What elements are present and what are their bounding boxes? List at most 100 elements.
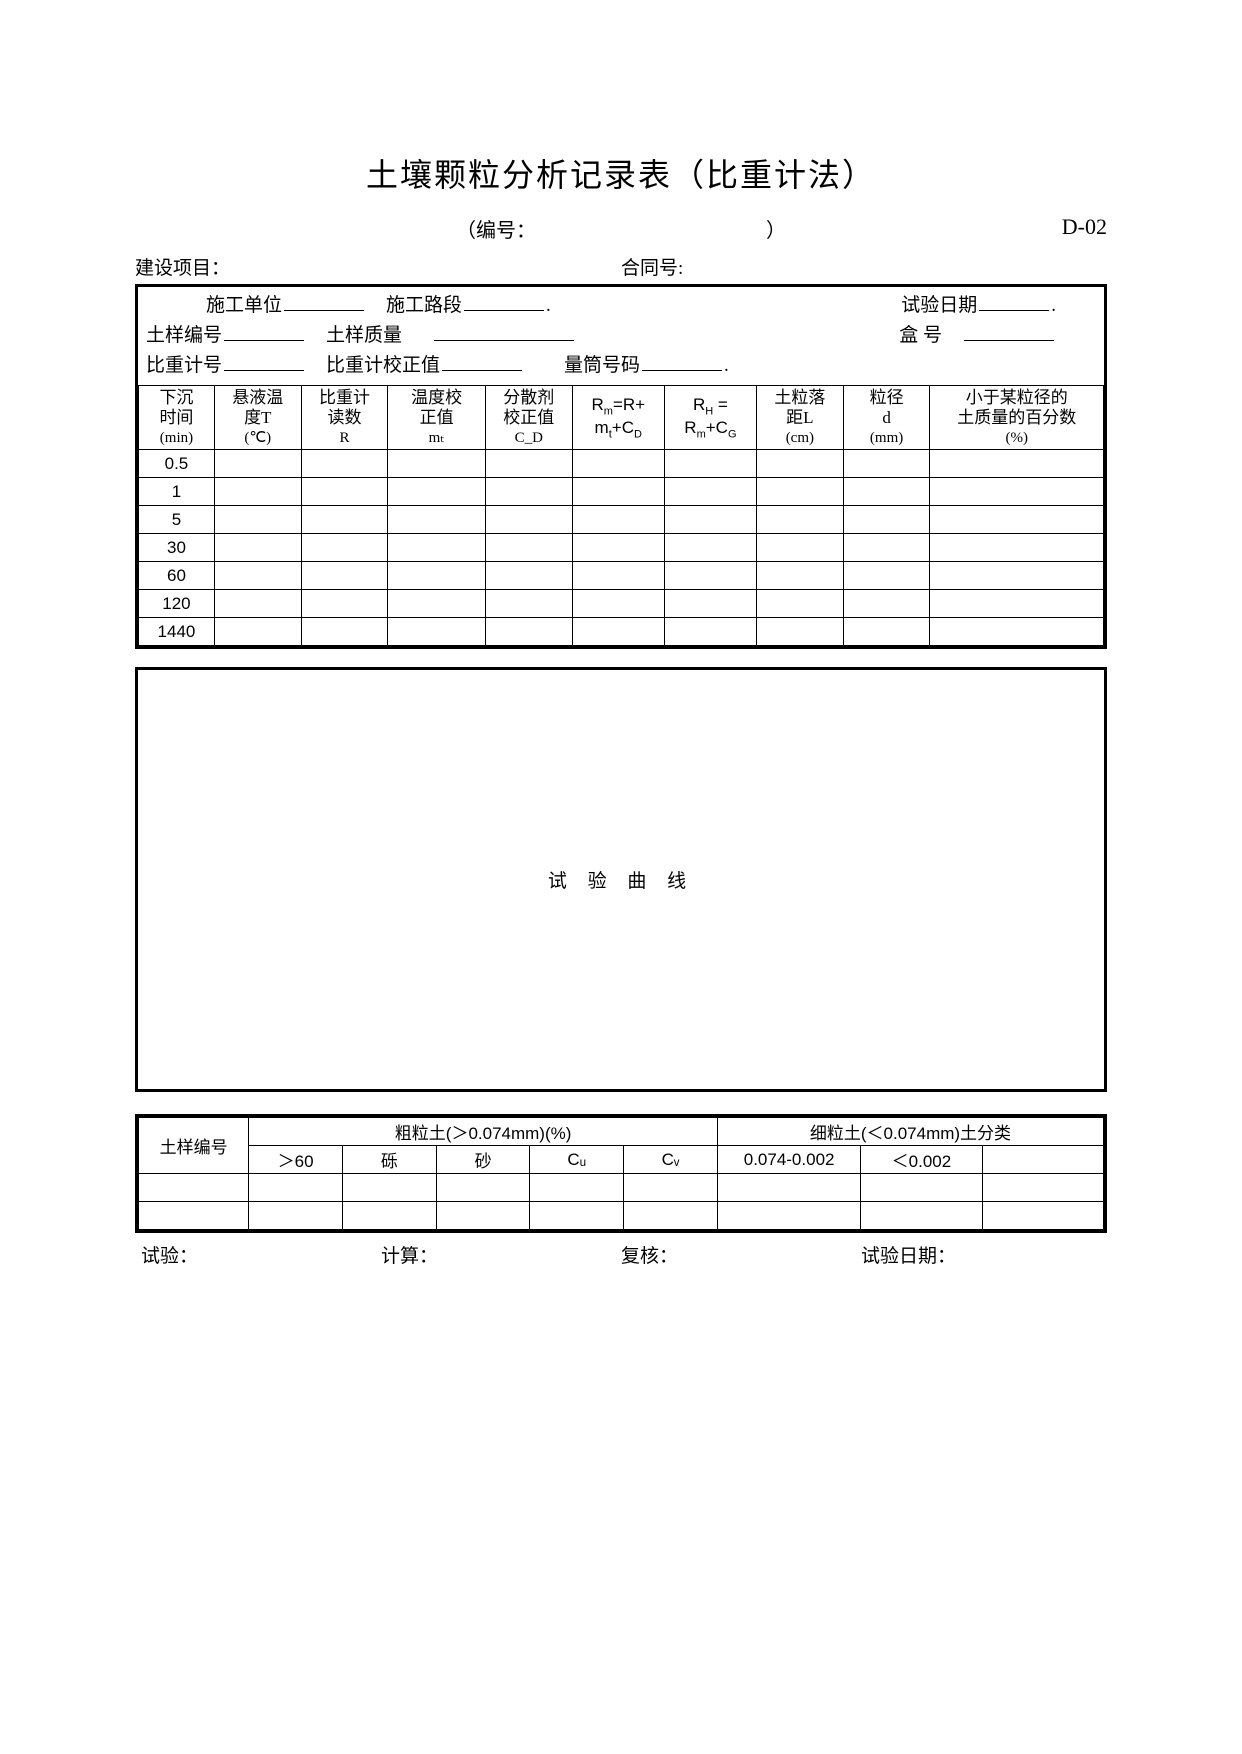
footer-c: 复核： [621,1241,861,1268]
table-cell [214,506,301,534]
table-cell [843,506,930,534]
table-cell [342,1174,436,1202]
page-title: 土壤颗粒分析记录表（比重计法） [135,150,1107,196]
table-cell [572,534,664,562]
table-cell: 0.5 [139,450,215,478]
table-cell [485,618,572,646]
table-row: 5 [139,506,1104,534]
data-th-3: 温度校正值mₜ [388,386,486,450]
data-th-5: Rm=R+mt+CD [572,386,664,450]
table-cell [756,618,843,646]
table-cell [388,618,486,646]
table-cell [214,478,301,506]
table-cell: 1440 [139,618,215,646]
table-cell [436,1174,530,1202]
data-th-8: 粒径d(mm) [843,386,930,450]
table-cell [388,450,486,478]
table-cell [301,590,388,618]
doc-code: D-02 [1062,214,1107,240]
contract-label: 合同号: [621,253,1107,280]
table-cell [572,506,664,534]
table-cell [982,1202,1103,1230]
main-box: 施工单位 施工路段 . 试验日期 . 土样编号 土样质量 盒 号 [135,284,1107,649]
table-cell [756,590,843,618]
meta-1a: 施工单位 [206,293,282,319]
table-cell [485,478,572,506]
table-cell [843,450,930,478]
table-cell [930,450,1104,478]
table-cell [214,562,301,590]
footer-b: 计算： [381,1241,621,1268]
inner-meta: 施工单位 施工路段 . 试验日期 . 土样编号 土样质量 盒 号 [138,287,1104,385]
table-cell [664,590,756,618]
table-cell: 1 [139,478,215,506]
table-cell [301,534,388,562]
table-cell [572,478,664,506]
table-cell [756,478,843,506]
table-cell: 120 [139,590,215,618]
meta-1b: 施工路段 [386,293,462,319]
table-row [139,1174,1104,1202]
data-th-1: 悬液温度T(℃) [214,386,301,450]
class-box: 土样编号 粗粒土(＞0.074mm)(%) 细粒土(＜0.074mm)土分类 ＞… [135,1114,1107,1233]
table-cell [843,562,930,590]
table-cell [756,450,843,478]
data-th-7: 土粒落距L(cm) [756,386,843,450]
meta-row-2: 土样编号 土样质量 盒 号 [146,323,1096,349]
curve-box: 试 验 曲 线 [135,667,1107,1092]
curve-label: 试 验 曲 线 [548,866,694,893]
table-cell [485,534,572,562]
table-cell [930,478,1104,506]
class-sub-1: 砾 [342,1146,436,1174]
table-cell [664,478,756,506]
table-cell [485,506,572,534]
table-cell [214,534,301,562]
table-cell [930,562,1104,590]
table-cell [301,478,388,506]
serial-close: ） [766,220,786,242]
table-cell [301,506,388,534]
footer-d: 试验日期： [861,1241,1101,1268]
class-sub-7 [982,1146,1103,1174]
table-cell [717,1202,860,1230]
table-cell [664,506,756,534]
table-cell [624,1174,718,1202]
project-label: 建设项目： [135,253,621,280]
table-cell [436,1202,530,1230]
table-cell [756,506,843,534]
table-cell [301,618,388,646]
table-cell [930,534,1104,562]
table-cell [664,450,756,478]
table-cell [388,590,486,618]
table-cell [843,534,930,562]
data-th-6: RH =Rm+CG [664,386,756,450]
table-row: 0.5 [139,450,1104,478]
table-cell [930,590,1104,618]
table-cell: 5 [139,506,215,534]
class-sub-3: Cᵤ [530,1146,624,1174]
meta-3a: 比重计号 [146,353,222,379]
table-cell [485,590,572,618]
table-cell [485,450,572,478]
table-cell [388,478,486,506]
table-cell [930,618,1104,646]
data-th-4: 分散剂校正值C_D [485,386,572,450]
table-cell [843,618,930,646]
table-cell [139,1202,249,1230]
table-cell [301,450,388,478]
table-row: 120 [139,590,1104,618]
data-th-9: 小于某粒径的土质量的百分数(%) [930,386,1104,450]
table-row [139,1202,1104,1230]
class-table: 土样编号 粗粒土(＞0.074mm)(%) 细粒土(＜0.074mm)土分类 ＞… [138,1117,1104,1230]
table-row: 1 [139,478,1104,506]
serial-open: （编号： [456,220,536,242]
meta-2b: 土样质量 [326,323,402,349]
table-cell [139,1174,249,1202]
class-coarse-header: 粗粒土(＞0.074mm)(%) [249,1118,718,1146]
table-cell [572,618,664,646]
table-cell [572,562,664,590]
table-cell: 30 [139,534,215,562]
table-cell [485,562,572,590]
footer-row: 试验： 计算： 复核： 试验日期： [135,1241,1107,1268]
class-sub-4: Cᵥ [624,1146,718,1174]
